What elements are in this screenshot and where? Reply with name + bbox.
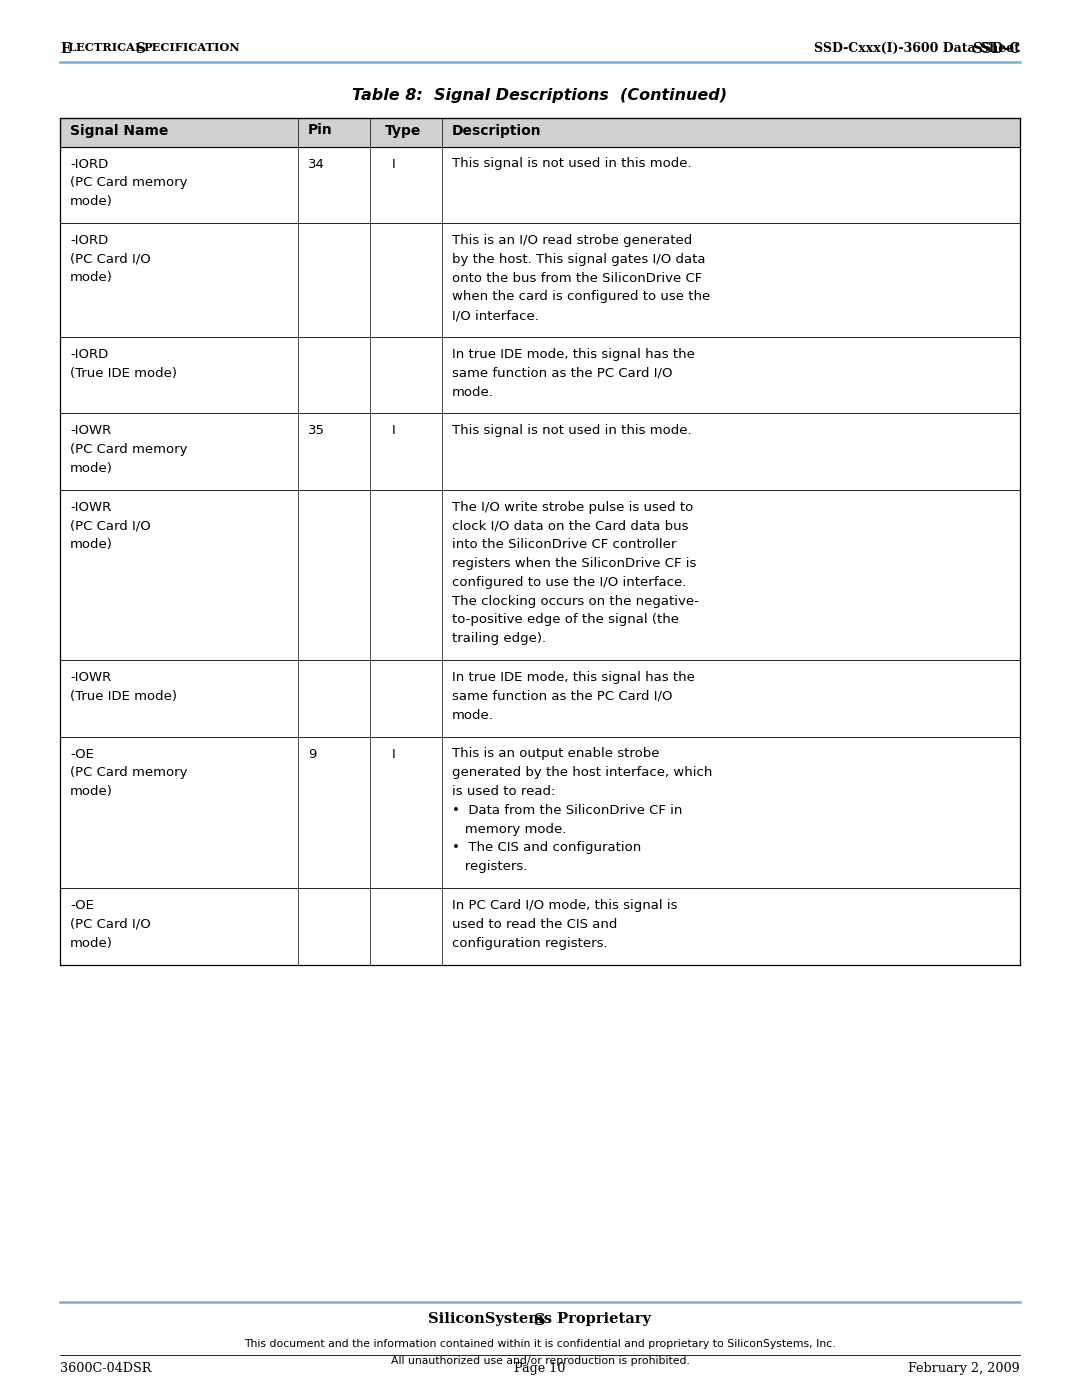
Text: S: S [535, 1312, 545, 1329]
Text: (PC Card memory: (PC Card memory [70, 443, 188, 455]
Text: 3600C-04DSR: 3600C-04DSR [60, 1362, 151, 1375]
Text: I: I [392, 747, 395, 760]
Text: same function as the PC Card I/O: same function as the PC Card I/O [453, 366, 673, 380]
Text: to-positive edge of the signal (the: to-positive edge of the signal (the [453, 613, 679, 626]
Text: S: S [135, 42, 145, 56]
Text: (PC Card memory: (PC Card memory [70, 176, 188, 190]
Text: when the card is configured to use the: when the card is configured to use the [453, 291, 711, 303]
Text: Signal Name: Signal Name [70, 123, 168, 137]
Text: -IOWR: -IOWR [70, 500, 111, 514]
Text: In PC Card I/O mode, this signal is: In PC Card I/O mode, this signal is [453, 900, 677, 912]
Text: This is an I/O read strobe generated: This is an I/O read strobe generated [453, 233, 692, 247]
Text: mode.: mode. [453, 386, 494, 398]
Text: -OE: -OE [70, 747, 94, 760]
Text: mode): mode) [70, 538, 113, 552]
Text: onto the bus from the SiliconDrive CF: onto the bus from the SiliconDrive CF [453, 271, 702, 285]
Text: E: E [60, 42, 70, 56]
Text: mode): mode) [70, 462, 113, 475]
Text: -IOWR: -IOWR [70, 425, 111, 437]
Text: (PC Card I/O: (PC Card I/O [70, 918, 151, 930]
Text: trailing edge).: trailing edge). [453, 633, 546, 645]
Text: SSD-C: SSD-C [972, 42, 1020, 56]
Text: I: I [392, 158, 395, 170]
Text: mode): mode) [70, 196, 113, 208]
Text: generated by the host interface, which: generated by the host interface, which [453, 767, 713, 780]
Text: The I/O write strobe pulse is used to: The I/O write strobe pulse is used to [453, 500, 693, 514]
Text: (PC Card I/O: (PC Card I/O [70, 253, 151, 265]
Bar [60, 117, 1020, 147]
Text: Table 8:  Signal Descriptions  (Continued): Table 8: Signal Descriptions (Continued) [352, 88, 728, 103]
Text: SiliconSystems Proprietary: SiliconSystems Proprietary [429, 1312, 651, 1326]
Text: This signal is not used in this mode.: This signal is not used in this mode. [453, 425, 691, 437]
Text: SSD-Cxxx(I)-3600 Data Sheet: SSD-Cxxx(I)-3600 Data Sheet [814, 42, 1020, 54]
Text: The clocking occurs on the negative-: The clocking occurs on the negative- [453, 595, 699, 608]
Text: •  Data from the SiliconDrive CF in: • Data from the SiliconDrive CF in [453, 803, 683, 817]
Text: -IOWR: -IOWR [70, 671, 111, 685]
Text: clock I/O data on the Card data bus: clock I/O data on the Card data bus [453, 520, 689, 532]
Text: PECIFICATION: PECIFICATION [143, 42, 240, 53]
Text: Type: Type [384, 123, 421, 137]
Text: 34: 34 [308, 158, 325, 170]
Text: into the SiliconDrive CF controller: into the SiliconDrive CF controller [453, 538, 676, 552]
Text: This document and the information contained within it is confidential and propri: This document and the information contai… [244, 1338, 836, 1350]
Text: mode): mode) [70, 785, 113, 798]
Text: -IORD: -IORD [70, 348, 108, 360]
Text: same function as the PC Card I/O: same function as the PC Card I/O [453, 690, 673, 703]
Text: Description: Description [453, 123, 542, 137]
Text: February 2, 2009: February 2, 2009 [908, 1362, 1020, 1375]
Text: In true IDE mode, this signal has the: In true IDE mode, this signal has the [453, 348, 694, 360]
Text: is used to read:: is used to read: [453, 785, 555, 798]
Text: Page 10: Page 10 [514, 1362, 566, 1375]
Text: registers when the SiliconDrive CF is: registers when the SiliconDrive CF is [453, 557, 697, 570]
Text: used to read the CIS and: used to read the CIS and [453, 918, 618, 930]
Text: 9: 9 [308, 747, 316, 760]
Text: mode): mode) [70, 271, 113, 285]
Text: In true IDE mode, this signal has the: In true IDE mode, this signal has the [453, 671, 694, 685]
Text: Pin: Pin [308, 123, 333, 137]
Text: I/O interface.: I/O interface. [453, 309, 539, 323]
Text: 35: 35 [308, 425, 325, 437]
Text: LECTRICAL: LECTRICAL [68, 42, 147, 53]
Text: -IORD: -IORD [70, 158, 108, 170]
Text: (True IDE mode): (True IDE mode) [70, 690, 177, 703]
Text: memory mode.: memory mode. [453, 823, 566, 835]
Text: -IORD: -IORD [70, 233, 108, 247]
Text: mode): mode) [70, 937, 113, 950]
Text: registers.: registers. [453, 861, 527, 873]
Text: -OE: -OE [70, 900, 94, 912]
Text: •  The CIS and configuration: • The CIS and configuration [453, 841, 642, 855]
Text: I: I [392, 425, 395, 437]
Text: (True IDE mode): (True IDE mode) [70, 366, 177, 380]
Text: configured to use the I/O interface.: configured to use the I/O interface. [453, 576, 687, 590]
Text: (PC Card memory: (PC Card memory [70, 767, 188, 780]
Text: configuration registers.: configuration registers. [453, 937, 608, 950]
Text: mode.: mode. [453, 708, 494, 722]
Text: This is an output enable strobe: This is an output enable strobe [453, 747, 660, 760]
Text: (PC Card I/O: (PC Card I/O [70, 520, 151, 532]
Text: All unauthorized use and/or reproduction is prohibited.: All unauthorized use and/or reproduction… [391, 1356, 689, 1366]
Text: by the host. This signal gates I/O data: by the host. This signal gates I/O data [453, 253, 705, 265]
Text: This signal is not used in this mode.: This signal is not used in this mode. [453, 158, 691, 170]
